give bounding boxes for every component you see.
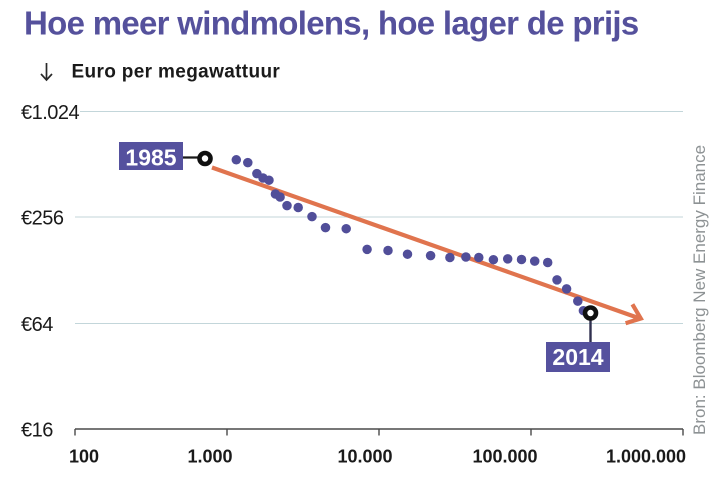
svg-text:10.000: 10.000	[337, 447, 392, 467]
svg-text:2014: 2014	[552, 344, 603, 370]
svg-text:1985: 1985	[125, 145, 176, 171]
svg-text:€256: €256	[21, 208, 64, 230]
svg-text:€64: €64	[21, 314, 53, 336]
svg-text:100.000: 100.000	[472, 447, 537, 467]
svg-text:Bron: Bloomberg New Energy Fin: Bron: Bloomberg New Energy Finance	[690, 145, 709, 435]
svg-text:1.000: 1.000	[187, 447, 232, 467]
svg-text:€1.024: €1.024	[21, 102, 80, 124]
svg-text:Hoe meer windmolens, hoe lager: Hoe meer windmolens, hoe lager de prijs	[24, 5, 639, 42]
svg-text:Euro per megawattuur: Euro per megawattuur	[72, 62, 281, 83]
svg-text:€16: €16	[21, 420, 53, 442]
svg-text:100: 100	[69, 447, 99, 467]
svg-text:1.000.000: 1.000.000	[606, 447, 686, 467]
